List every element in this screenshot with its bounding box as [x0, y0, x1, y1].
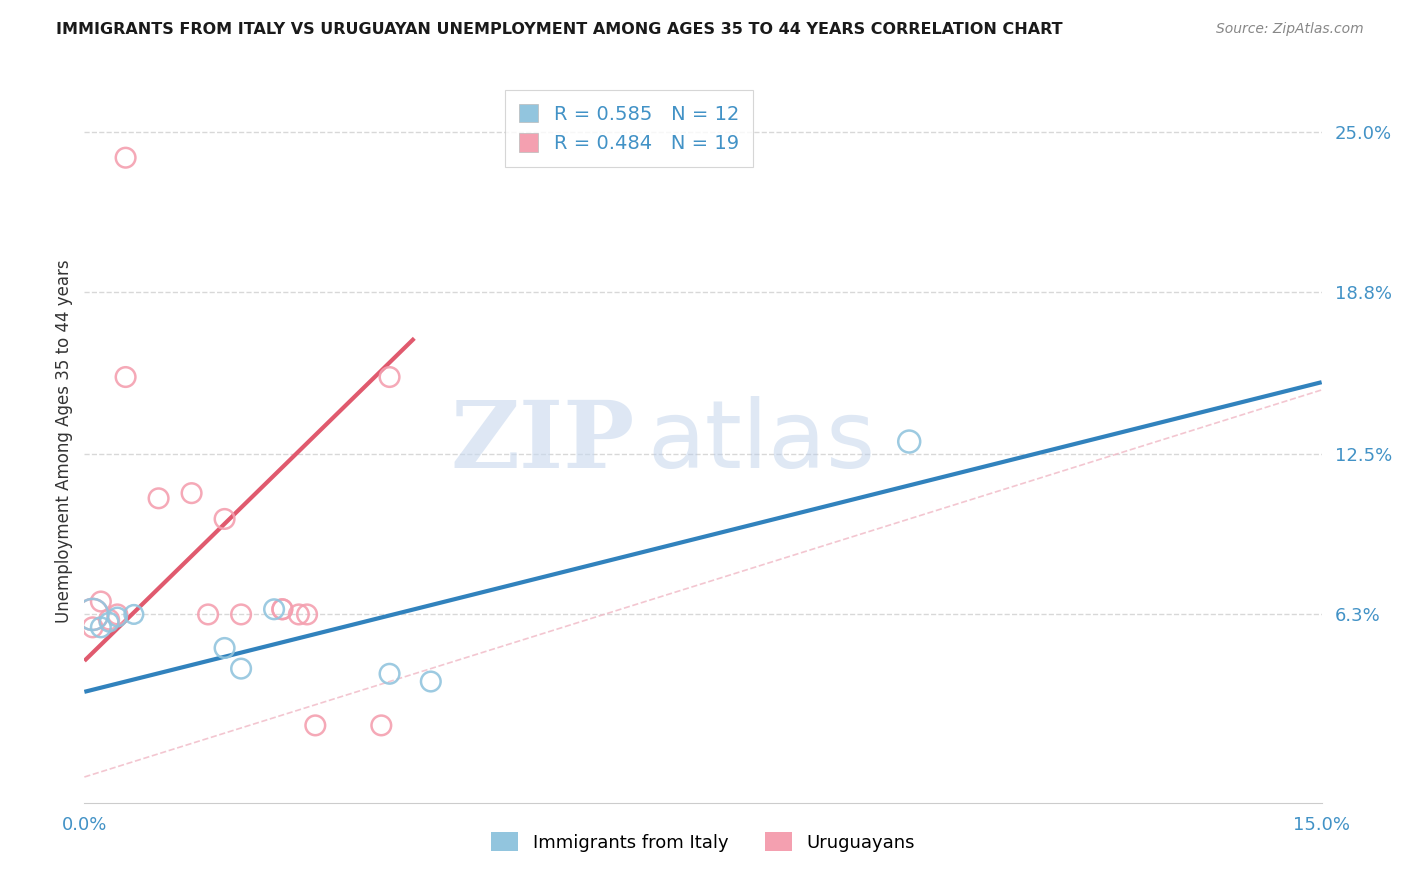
Point: [271, 602, 294, 616]
Y-axis label: Unemployment Among Ages 35 to 44 years: Unemployment Among Ages 35 to 44 years: [55, 260, 73, 624]
Point: [295, 607, 318, 622]
Point: [288, 607, 311, 622]
Text: IMMIGRANTS FROM ITALY VS URUGUAYAN UNEMPLOYMENT AMONG AGES 35 TO 44 YEARS CORREL: IMMIGRANTS FROM ITALY VS URUGUAYAN UNEMP…: [56, 22, 1063, 37]
Point: [263, 602, 285, 616]
Text: ZIP: ZIP: [451, 397, 636, 486]
Point: [304, 718, 326, 732]
Point: [98, 613, 121, 627]
Point: [378, 370, 401, 384]
Point: [90, 620, 112, 634]
Point: [214, 640, 236, 655]
Point: [90, 594, 112, 608]
Point: [898, 434, 921, 449]
Point: [122, 607, 145, 622]
Point: [105, 610, 128, 624]
Point: [148, 491, 170, 506]
Point: [82, 607, 104, 622]
Point: [98, 615, 121, 630]
Legend: Immigrants from Italy, Uruguayans: Immigrants from Italy, Uruguayans: [484, 825, 922, 859]
Text: Source: ZipAtlas.com: Source: ZipAtlas.com: [1216, 22, 1364, 37]
Point: [370, 718, 392, 732]
Point: [114, 151, 136, 165]
Point: [271, 602, 294, 616]
Point: [229, 662, 252, 676]
Point: [419, 674, 441, 689]
Point: [82, 620, 104, 634]
Point: [114, 370, 136, 384]
Point: [229, 607, 252, 622]
Point: [180, 486, 202, 500]
Point: [378, 666, 401, 681]
Text: atlas: atlas: [647, 395, 876, 488]
Point: [197, 607, 219, 622]
Point: [214, 512, 236, 526]
Point: [105, 607, 128, 622]
Point: [82, 607, 104, 622]
